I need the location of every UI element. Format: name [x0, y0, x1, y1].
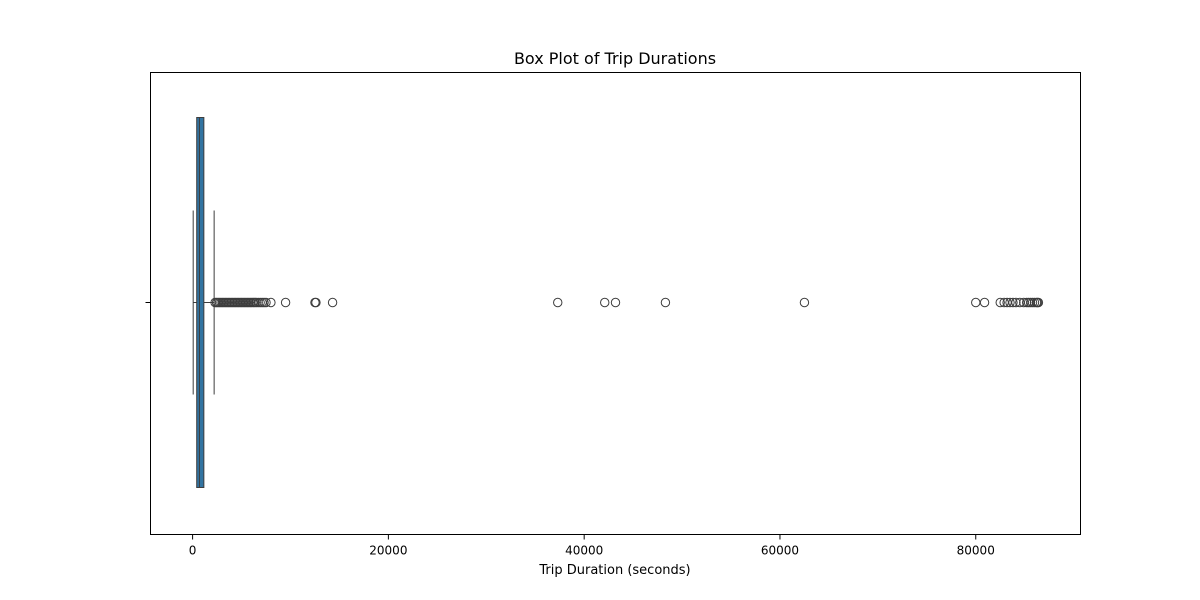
x-axis: 0 20000 40000 60000 80000 [189, 534, 995, 558]
outlier-point [261, 297, 271, 308]
outlier-point [327, 297, 338, 308]
interquartile-box [196, 117, 205, 488]
x-axis-title: Trip Duration (seconds) [538, 563, 690, 578]
x-tick-label: 0 [189, 544, 197, 558]
outlier-point [995, 297, 1005, 308]
outlier-point [610, 297, 621, 308]
outlier-point [266, 297, 276, 308]
outlier-point [280, 297, 291, 308]
outlier-point [799, 297, 810, 308]
outlier-point [553, 297, 563, 308]
plot-frame [150, 72, 1081, 535]
x-tick-label: 40000 [565, 544, 603, 558]
chart-title: Box Plot of Trip Durations [514, 49, 716, 68]
outlier-point [600, 297, 610, 308]
outlier-point [660, 297, 671, 308]
plot-area [192, 117, 1044, 488]
x-tick-label: 80000 [957, 544, 995, 558]
outlier-point [1005, 297, 1015, 308]
outlier-point [311, 297, 321, 308]
x-tick-label: 60000 [761, 544, 799, 558]
outlier-point [1008, 297, 1018, 308]
outlier-point [1011, 297, 1021, 308]
x-tick-label: 20000 [369, 544, 407, 558]
outlier-point [1033, 297, 1044, 308]
outlier-point [979, 297, 990, 308]
outlier-point [971, 297, 981, 308]
